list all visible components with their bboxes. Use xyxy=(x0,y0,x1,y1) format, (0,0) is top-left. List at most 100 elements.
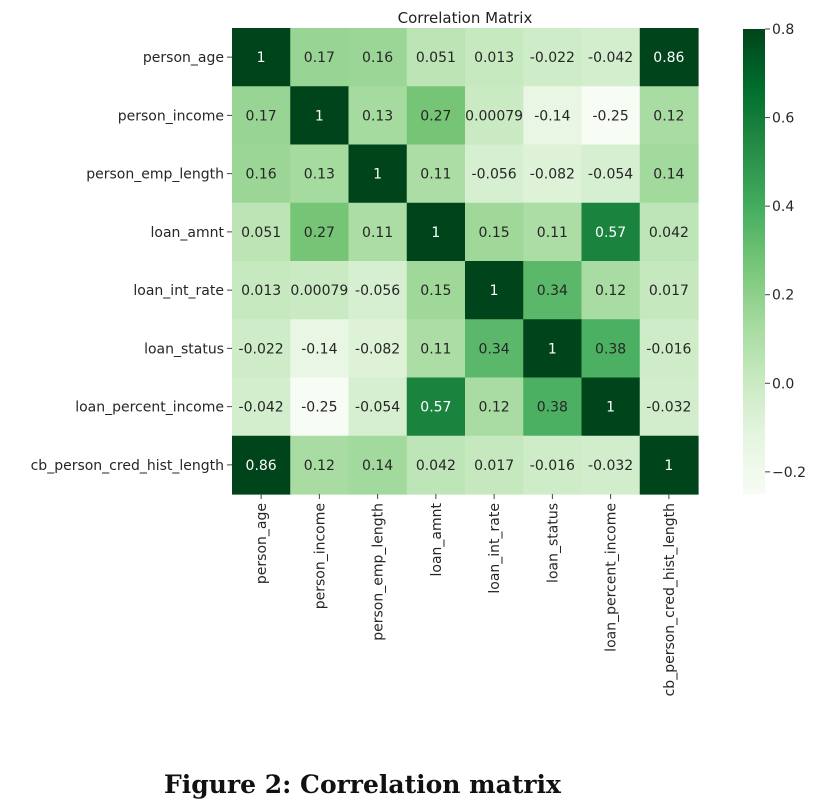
figure-caption: Figure 2: Correlation matrix xyxy=(164,770,561,799)
row-label: person_income xyxy=(118,108,224,124)
cell-value-label: -0.056 xyxy=(472,167,517,183)
cell-value-label: 0.34 xyxy=(537,283,568,299)
cell-value-label: 0.17 xyxy=(304,50,335,66)
cell-value-label: 0.11 xyxy=(362,225,393,241)
cell-value-label: 0.12 xyxy=(479,400,510,416)
cell-value-label: -0.032 xyxy=(646,400,691,416)
heatmap-cell xyxy=(465,435,524,495)
heatmap-cell xyxy=(639,144,699,204)
cell-value-label: -0.082 xyxy=(355,341,400,357)
heatmap-cell xyxy=(581,261,641,320)
heatmap-cell xyxy=(581,144,641,204)
heatmap-cell xyxy=(232,319,291,379)
heatmap-cell xyxy=(290,377,350,437)
cell-value-label: 0.38 xyxy=(595,341,626,357)
column-labels: person_age person_income person_emp_length… xyxy=(254,494,678,696)
colorbar-tick-label: 0.2 xyxy=(772,288,794,304)
column-label: loan_amnt xyxy=(429,503,445,577)
row-label: loan_percent_income xyxy=(75,400,224,416)
column-label: loan_status xyxy=(545,503,561,583)
colorbar: 0.8 0.6 0.4 0.2 0.0 −0.2 xyxy=(743,22,806,494)
heatmap-cell xyxy=(465,319,524,379)
cell-value-label: 1 xyxy=(490,283,499,299)
heatmap-cell xyxy=(581,86,641,146)
cell-value-label: 0.11 xyxy=(420,167,451,183)
cell-value-label: 0.14 xyxy=(653,167,684,183)
heatmap-cell xyxy=(232,86,291,146)
heatmap-cell xyxy=(232,377,291,437)
heatmap-cell xyxy=(348,202,408,262)
column-label: loan_int_rate xyxy=(487,503,503,594)
heatmap-cell xyxy=(406,435,466,495)
cell-value-label: 0.12 xyxy=(304,458,335,474)
column-label: person_income xyxy=(312,503,328,609)
colorbar-tick-label: 0.6 xyxy=(772,111,794,127)
cell-value-label: -0.054 xyxy=(355,400,400,416)
row-label: cb_person_cred_hist_length xyxy=(31,458,224,474)
heatmap-cell xyxy=(639,377,699,437)
cell-value-label: 1 xyxy=(664,458,673,474)
heatmap-cell xyxy=(232,261,291,320)
cell-value-label: 0.051 xyxy=(416,50,456,66)
cell-value-label: -0.016 xyxy=(530,458,575,474)
row-label: loan_int_rate xyxy=(133,283,224,299)
cell-value-label: 0.16 xyxy=(246,167,277,183)
heatmap-cell xyxy=(348,435,408,495)
heatmap-cell xyxy=(406,319,466,379)
heatmap-cell xyxy=(348,261,408,320)
heatmap-cell xyxy=(348,377,408,437)
heatmap-cell xyxy=(639,86,699,146)
heatmap-cell xyxy=(523,261,583,320)
cell-value-label: 1 xyxy=(548,341,557,357)
cell-value-label: 0.38 xyxy=(537,400,568,416)
heatmap-cell xyxy=(523,202,583,262)
heatmap-cell xyxy=(523,86,583,146)
cell-value-label: 0.12 xyxy=(595,283,626,299)
column-label: person_age xyxy=(254,503,270,584)
cell-value-label: 0.013 xyxy=(241,283,281,299)
cell-value-label: 0.11 xyxy=(420,341,451,357)
heatmap-cell xyxy=(523,435,583,495)
row-label: loan_status xyxy=(144,341,224,357)
heatmap-cells: 1 0.17 0.16 0.051 0.013 -0.022 -0.042 0.86 0.17 1… xyxy=(232,28,699,495)
cell-value-label: 0.27 xyxy=(420,108,451,124)
cell-value-label: 1 xyxy=(257,50,266,66)
heatmap-cell xyxy=(348,144,408,204)
heatmap-cell xyxy=(465,144,524,204)
cell-value-label: 0.13 xyxy=(304,167,335,183)
cell-value-label: 0.34 xyxy=(479,341,510,357)
colorbar-tick-label: 0.4 xyxy=(772,199,794,215)
heatmap-cell xyxy=(348,319,408,379)
cell-value-label: 0.00079 xyxy=(465,108,523,124)
heatmap-cell xyxy=(465,28,524,87)
cell-value-label: 1 xyxy=(606,400,615,416)
cell-value-label: -0.25 xyxy=(593,108,629,124)
heatmap-cell xyxy=(639,319,699,379)
heatmap-cell xyxy=(465,86,524,146)
heatmap-cell xyxy=(406,377,466,437)
heatmap-cell xyxy=(639,435,699,495)
correlation-heatmap: Correlation Matrix 1 0.17 0.16 0.051 0.013 -0… xyxy=(31,9,806,696)
cell-value-label: -0.14 xyxy=(534,108,570,124)
heatmap-cell xyxy=(639,28,699,87)
heatmap-cell xyxy=(523,28,583,87)
heatmap-cell xyxy=(290,202,350,262)
cell-value-label: 0.13 xyxy=(362,108,393,124)
cell-value-label: -0.016 xyxy=(646,341,691,357)
heatmap-cell xyxy=(581,319,641,379)
heatmap-cell xyxy=(232,28,291,87)
heatmap-cell xyxy=(523,377,583,437)
heatmap-cell xyxy=(290,86,350,146)
heatmap-cell xyxy=(406,28,466,87)
row-labels: person_age person_income person_emp_length… xyxy=(31,50,232,474)
heatmap-cell xyxy=(290,435,350,495)
heatmap-cell xyxy=(465,202,524,262)
heatmap-cell xyxy=(581,202,641,262)
colorbar-gradient xyxy=(743,29,765,494)
heatmap-cell xyxy=(290,28,350,87)
colorbar-tick-label: 0.0 xyxy=(772,376,794,392)
cell-value-label: 1 xyxy=(431,225,440,241)
cell-value-label: 0.042 xyxy=(649,225,689,241)
cell-value-label: -0.14 xyxy=(301,341,337,357)
cell-value-label: 0.11 xyxy=(537,225,568,241)
